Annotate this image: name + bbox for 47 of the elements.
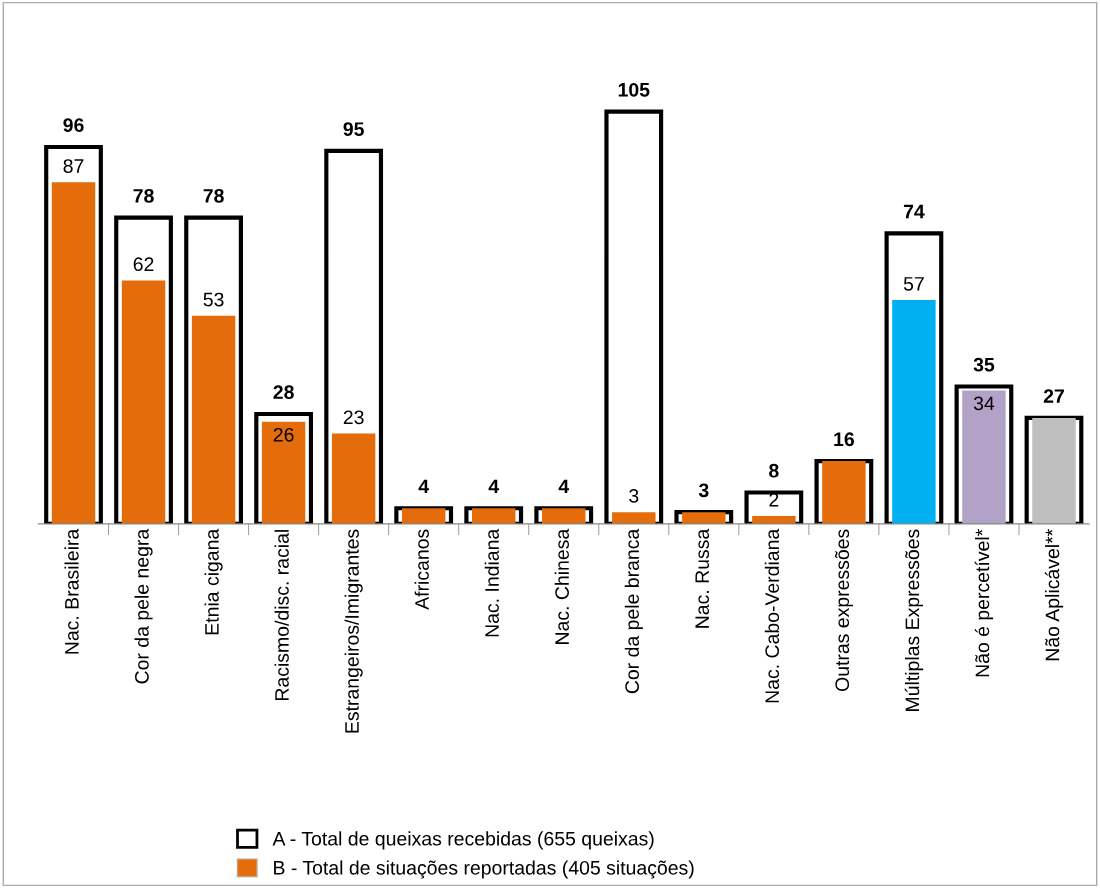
x-tick-label: Estrangeiros/Imigrantes: [344, 529, 363, 733]
bar: [51, 182, 96, 524]
x-tick-label: Nac. Russa: [695, 528, 710, 628]
data-label: 23: [343, 410, 364, 425]
data-label: 4: [488, 479, 500, 494]
data-label: 78: [203, 188, 224, 203]
x-tick-label: Cor da pele branca: [624, 528, 643, 694]
data-label: 74: [903, 204, 925, 219]
x-tick-label: Nac. Chinesa: [554, 528, 569, 644]
data-label: 95: [343, 122, 364, 136]
legend-label: A - Total de queixas recebidas (655 queixas): [272, 831, 654, 850]
bar: [191, 315, 236, 524]
legend-label: B - Total de situações reportadas (405 situações): [274, 860, 694, 879]
data-label: 16: [834, 432, 854, 447]
x-tick-label: Outras expressões: [834, 529, 853, 692]
bar: [331, 433, 376, 524]
data-label: 53: [203, 292, 224, 307]
data-label: 105: [618, 82, 650, 97]
bar: [752, 516, 796, 524]
data-label: 3: [629, 488, 639, 503]
x-tick-label: Nac. Brasileira: [64, 528, 79, 654]
x-tick-label: Cor da pele negra: [134, 528, 153, 684]
data-label: 28: [273, 385, 294, 400]
data-label: 96: [63, 118, 84, 133]
data-label: 27: [1043, 389, 1064, 403]
data-label: 34: [973, 396, 995, 411]
data-label: 62: [133, 257, 154, 272]
data-label: 57: [903, 277, 924, 291]
data-label: 78: [133, 188, 154, 203]
x-tick-label: Etnia cigana: [204, 528, 223, 635]
x-tick-label: Não é percetível*: [974, 529, 994, 677]
data-label: 35: [973, 357, 995, 372]
x-tick-label: Racismo/disc. racial: [274, 530, 289, 701]
x-tick-label: Múltiplas Expressões: [904, 529, 924, 711]
x-tick-label: Nac. Indiana: [484, 528, 499, 637]
data-label: 26: [273, 427, 294, 442]
data-label: 87: [63, 159, 84, 173]
data-label: 3: [698, 483, 709, 498]
x-tick-label: Não Aplicável**: [1044, 529, 1064, 661]
data-label: 4: [558, 479, 570, 494]
bar: [121, 280, 166, 524]
x-tick-label: Africanos: [414, 529, 429, 610]
data-label: 4: [418, 479, 429, 494]
bar: [612, 512, 656, 524]
bar: [892, 300, 936, 524]
data-label: 8: [769, 463, 779, 478]
x-tick-label: Nac. Cabo-Verdiana: [764, 528, 780, 703]
